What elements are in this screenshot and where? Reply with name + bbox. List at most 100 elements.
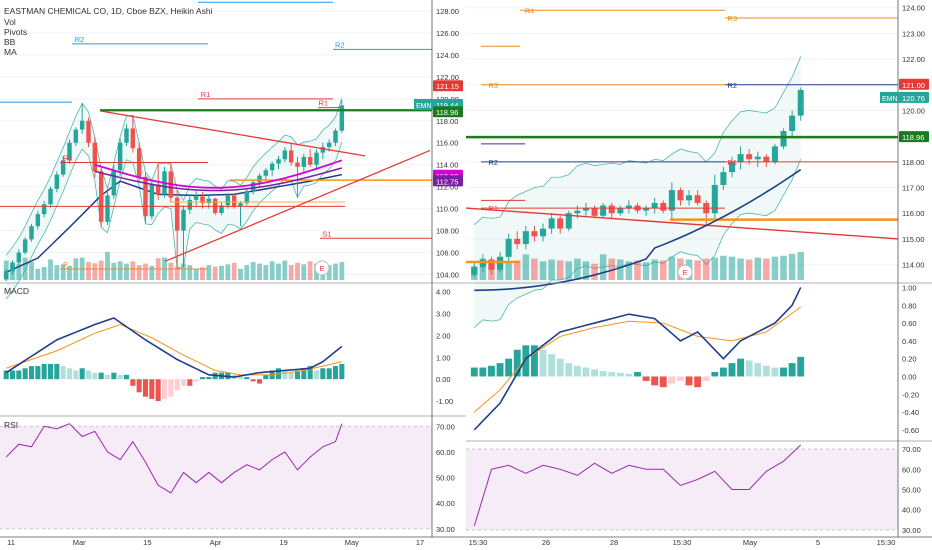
candle[interactable] [677, 187, 684, 206]
candle[interactable] [694, 190, 701, 206]
candle[interactable] [35, 210, 41, 230]
candle[interactable] [98, 168, 104, 228]
candle[interactable] [29, 224, 34, 242]
candle[interactable] [136, 142, 142, 182]
candle[interactable] [187, 194, 193, 215]
candle[interactable] [130, 115, 136, 153]
macd-histogram-bar [694, 376, 702, 388]
candle[interactable] [686, 190, 693, 206]
earnings-event-marker[interactable]: E [677, 264, 693, 280]
candle[interactable] [67, 139, 72, 164]
candle[interactable] [301, 153, 307, 173]
candle[interactable] [488, 256, 495, 275]
price-badge-green-text: 118.96 [902, 133, 924, 142]
candle[interactable] [608, 202, 615, 219]
candle[interactable] [263, 168, 269, 182]
right-rsi-pane[interactable]: 70.00 60.00 50.00 40.00 30.00 [466, 440, 932, 535]
candle-body [737, 154, 744, 162]
candle[interactable] [92, 137, 98, 178]
right-time-axis[interactable]: 15:30 26 28 15:30 May 5 15:30 [466, 536, 932, 547]
candle[interactable] [505, 233, 512, 263]
candle[interactable] [780, 128, 787, 149]
candle[interactable] [193, 191, 199, 207]
candle[interactable] [282, 147, 288, 163]
candle[interactable] [79, 103, 85, 134]
earnings-event-marker[interactable]: E [314, 260, 330, 276]
candle[interactable] [617, 205, 624, 216]
left-price-pane[interactable]: R2 R2 R2 R1 R1 R1 P S1 E [0, 0, 432, 300]
candle[interactable] [48, 186, 53, 208]
volume-bar [788, 253, 796, 280]
candle[interactable] [548, 213, 555, 234]
time-axis-tick: Apr [210, 538, 222, 547]
candle[interactable] [244, 188, 250, 206]
candle[interactable] [143, 172, 148, 224]
candle[interactable] [117, 138, 123, 176]
candle[interactable] [540, 223, 547, 242]
candle[interactable] [728, 156, 735, 178]
candle[interactable] [522, 226, 529, 250]
candle[interactable] [41, 200, 47, 218]
candle[interactable] [339, 99, 345, 133]
candle[interactable] [250, 180, 256, 195]
macd-histogram-bar [505, 358, 513, 377]
candle[interactable] [238, 200, 243, 227]
volume-bar [219, 265, 224, 280]
candle[interactable] [22, 237, 28, 255]
candle[interactable] [276, 155, 281, 170]
candle[interactable] [668, 182, 675, 221]
left-macd-pane[interactable]: 4.00 3.00 2.00 1.00 0.00 -1.00 [0, 282, 466, 406]
candle[interactable] [771, 143, 778, 165]
candle[interactable] [10, 260, 15, 275]
candle[interactable] [651, 197, 658, 214]
left-time-axis[interactable]: 11 Mar 15 Apr 19 May 17 [0, 536, 466, 547]
candle[interactable] [320, 142, 326, 160]
candle[interactable] [200, 192, 205, 209]
right-price-axis[interactable]: 124.00123.00122.00121.00120.00119.00118.… [880, 0, 929, 537]
left-rsi-pane[interactable]: 70.00 60.00 50.00 40.00 30.00 [0, 415, 466, 534]
candle[interactable] [565, 210, 572, 232]
candle[interactable] [3, 269, 9, 282]
candle[interactable] [557, 215, 564, 234]
candle[interactable] [149, 180, 155, 220]
candle[interactable] [314, 149, 319, 171]
candle[interactable] [60, 155, 66, 177]
candle[interactable] [105, 191, 110, 226]
candle[interactable] [720, 166, 727, 191]
candle[interactable] [737, 146, 744, 170]
candle[interactable] [73, 127, 79, 147]
candle[interactable] [307, 149, 313, 167]
candle[interactable] [660, 200, 667, 214]
candle[interactable] [333, 128, 338, 147]
right-macd-pane[interactable]: 1.00 0.80 0.60 0.40 0.20 0.00 -0.20 -0.40 -0.60 [466, 282, 932, 435]
candle-body [231, 195, 237, 207]
candle[interactable] [479, 254, 486, 273]
candle[interactable] [625, 200, 632, 214]
right-chart[interactable]: R4 R3 R3 R2 R2 R1 R1 E 1.00 0.80 0.60 0.40 0.20 0.00… [465, 0, 932, 547]
candle[interactable] [295, 157, 300, 198]
candle[interactable] [600, 202, 607, 219]
candle[interactable] [763, 154, 770, 167]
candle[interactable] [269, 161, 275, 176]
candle[interactable] [86, 117, 91, 148]
volume-bar [522, 254, 530, 280]
candle[interactable] [797, 87, 804, 121]
candle[interactable] [288, 143, 294, 166]
candle[interactable] [181, 205, 186, 267]
candle[interactable] [754, 151, 761, 167]
right-price-pane[interactable]: R4 R3 R3 R2 R2 R1 R1 E [465, 6, 899, 328]
candle[interactable] [514, 231, 521, 250]
candle[interactable] [643, 205, 650, 216]
left-price-axis[interactable]: 128.00126.00124.00122.00120.00118.00116.… [414, 0, 463, 537]
candle[interactable] [54, 171, 60, 193]
candle[interactable] [789, 110, 796, 137]
macd-histogram-bar [488, 365, 495, 377]
candle[interactable] [219, 202, 224, 216]
candle[interactable] [16, 249, 22, 265]
candle[interactable] [124, 124, 129, 147]
candle[interactable] [531, 226, 538, 242]
candle[interactable] [471, 262, 478, 278]
candle[interactable] [582, 202, 589, 216]
left-chart[interactable]: R2 R2 R2 R1 R1 R1 P S1 E 4.00 3.00 2.00 1.00 0.00 -1.… [0, 0, 466, 547]
candle[interactable] [711, 174, 718, 219]
